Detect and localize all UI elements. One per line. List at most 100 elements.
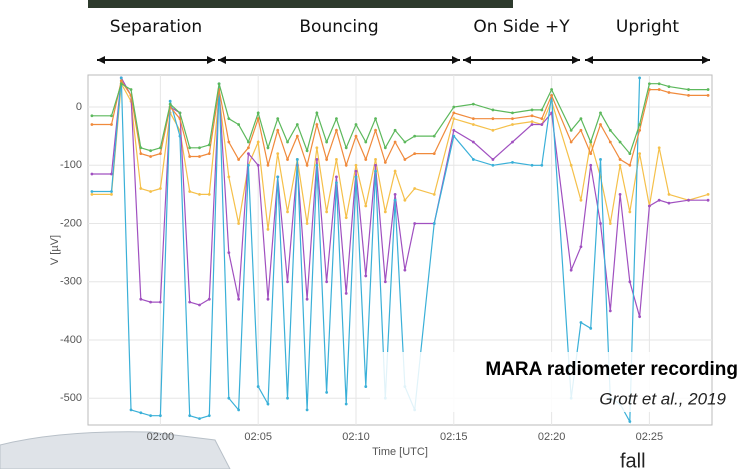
- data-point: [432, 222, 436, 225]
- data-point: [90, 114, 94, 118]
- data-point: [198, 303, 201, 307]
- data-point: [266, 227, 270, 231]
- data-point: [530, 114, 534, 118]
- data-point: [198, 192, 201, 196]
- lander-photo: [0, 431, 231, 469]
- data-point: [344, 216, 348, 220]
- data-point: [158, 300, 162, 304]
- data-point: [149, 155, 152, 158]
- data-point: [188, 155, 192, 158]
- x-tick-label: 02:25: [636, 431, 664, 443]
- data-point: [403, 268, 407, 272]
- series-line: [91, 82, 709, 155]
- y-tick-label: 0: [76, 101, 82, 113]
- data-point: [178, 117, 182, 121]
- data-point: [178, 134, 182, 138]
- data-point: [452, 134, 456, 138]
- data-point: [237, 123, 241, 126]
- data-point: [256, 163, 260, 167]
- data-point: [432, 134, 436, 138]
- data-point: [158, 187, 162, 190]
- data-point: [569, 163, 573, 167]
- grid: 0 -100 -200 -300 -400 -500 02:00 02:05 02:10 02:1…: [60, 75, 712, 443]
- data-point: [471, 117, 475, 121]
- data-point: [638, 152, 642, 156]
- data-point: [540, 117, 544, 121]
- data-point: [471, 158, 475, 161]
- data-point: [207, 297, 211, 301]
- data-point: [364, 204, 368, 208]
- data-point: [286, 158, 289, 161]
- data-point: [247, 163, 250, 167]
- data-point: [119, 82, 123, 86]
- data-point: [687, 93, 690, 97]
- data-point: [618, 140, 622, 144]
- data-point: [149, 149, 152, 153]
- data-point: [237, 158, 241, 161]
- data-point: [608, 140, 612, 144]
- data-point: [325, 158, 329, 161]
- data-point: [540, 123, 544, 126]
- x-axis-label: Time [UTC]: [372, 446, 428, 458]
- data-point: [511, 111, 514, 115]
- data-point: [295, 123, 299, 126]
- data-point: [452, 111, 456, 115]
- data-point: [364, 158, 368, 161]
- x-tick-label: 02:15: [440, 431, 468, 443]
- data-point: [129, 88, 133, 91]
- data-point: [540, 163, 544, 167]
- data-point: [364, 385, 368, 388]
- data-point: [188, 146, 192, 150]
- data-point: [237, 222, 241, 225]
- data-point: [325, 390, 329, 394]
- data-point: [305, 297, 309, 301]
- series-line: [91, 75, 709, 317]
- data-point: [276, 152, 280, 156]
- y-axis-label: V [µV]: [49, 235, 61, 265]
- data-point: [413, 187, 417, 190]
- data-point: [207, 192, 211, 196]
- data-point: [413, 222, 417, 225]
- data-point: [569, 128, 573, 132]
- data-point: [511, 117, 514, 121]
- data-point: [188, 300, 192, 304]
- data-point: [628, 280, 632, 284]
- data-point: [149, 300, 152, 304]
- x-tick-label: 02:20: [538, 431, 566, 443]
- data-point: [374, 117, 377, 121]
- data-point: [354, 163, 358, 167]
- data-point: [90, 123, 94, 126]
- data-point: [364, 140, 368, 144]
- data-point: [589, 140, 593, 144]
- series-group: [90, 75, 710, 424]
- data-point: [452, 128, 456, 132]
- data-point: [657, 82, 661, 86]
- data-point: [374, 128, 377, 132]
- data-point: [266, 402, 270, 406]
- data-point: [119, 79, 123, 83]
- data-point: [227, 251, 231, 255]
- data-point: [188, 414, 192, 418]
- data-point: [706, 192, 710, 196]
- data-point: [344, 163, 348, 167]
- data-point: [256, 140, 260, 144]
- data-point: [432, 192, 436, 196]
- data-point: [139, 411, 143, 415]
- data-point: [335, 128, 338, 132]
- data-point: [354, 134, 358, 138]
- data-point: [198, 146, 201, 150]
- x-tick-label: 02:00: [147, 431, 175, 443]
- data-point: [618, 192, 622, 196]
- data-point: [374, 169, 377, 173]
- data-point: [315, 146, 319, 150]
- y-tick-label: -300: [60, 276, 82, 288]
- data-point: [305, 163, 309, 167]
- data-point: [667, 85, 671, 89]
- data-point: [471, 123, 475, 126]
- data-point: [129, 408, 133, 412]
- data-point: [628, 210, 632, 214]
- y-tick-label: -200: [60, 217, 82, 229]
- data-point: [530, 120, 534, 123]
- data-point: [266, 163, 270, 167]
